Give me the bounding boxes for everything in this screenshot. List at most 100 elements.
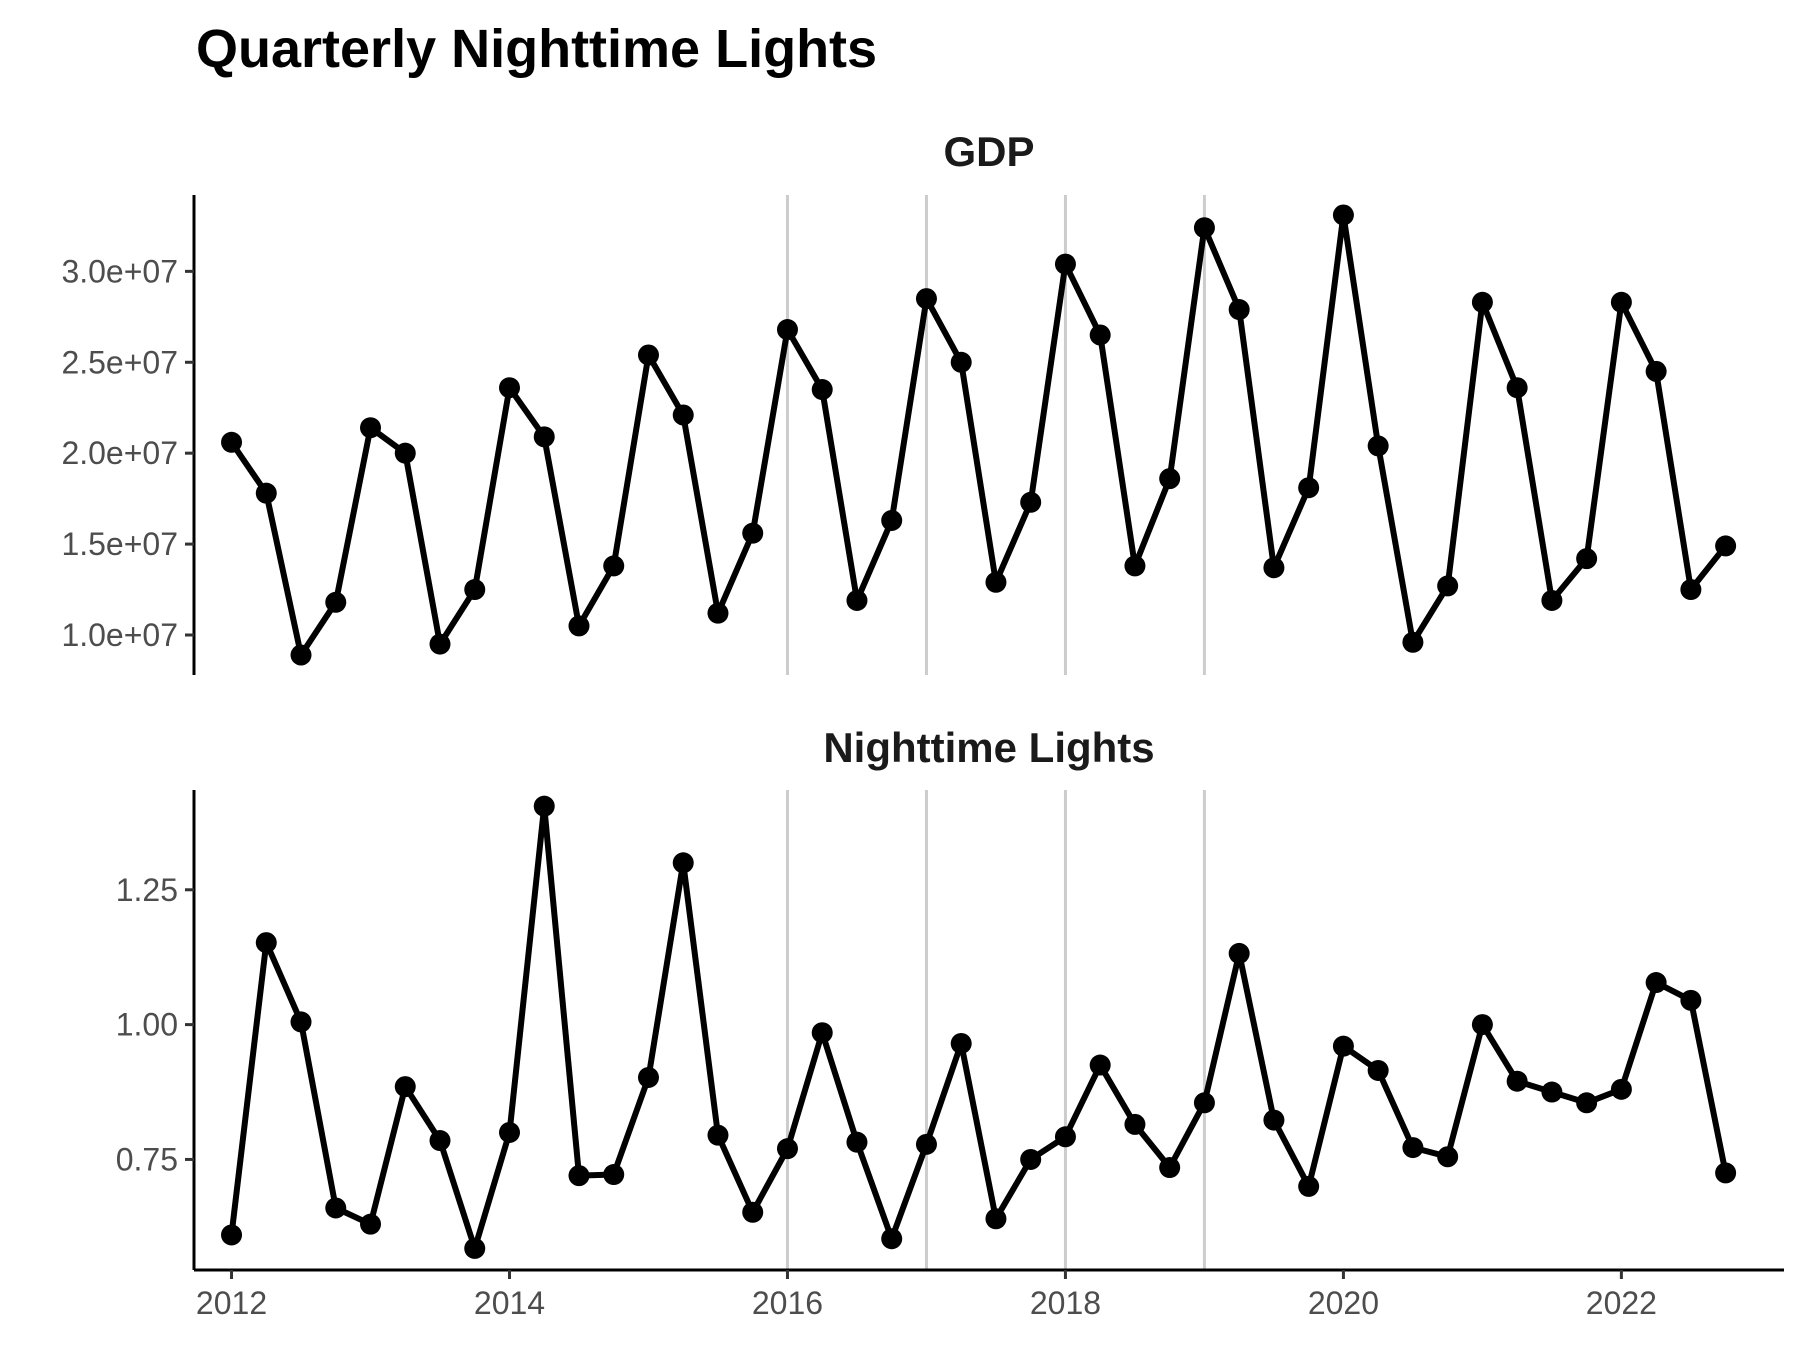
data-point-gdp (1610, 291, 1632, 313)
data-point-gdp (1680, 579, 1702, 601)
data-point-nighttime-lights (1402, 1137, 1424, 1159)
data-point-nighttime-lights (1506, 1070, 1528, 1092)
data-point-nighttime-lights (1645, 972, 1667, 994)
data-point-gdp (985, 571, 1007, 593)
data-point-gdp (360, 417, 382, 439)
data-point-nighttime-lights (881, 1228, 903, 1250)
data-point-nighttime-lights (1576, 1092, 1598, 1114)
facet-title-gdp: GDP (943, 128, 1034, 175)
y-tick-label-gdp: 3.0e+07 (61, 253, 178, 289)
data-point-nighttime-lights (325, 1197, 347, 1219)
data-point-nighttime-lights (915, 1133, 937, 1155)
data-point-nighttime-lights (1715, 1162, 1737, 1184)
data-point-nighttime-lights (1263, 1109, 1285, 1131)
x-tick-label: 2022 (1586, 1285, 1657, 1321)
data-point-gdp (603, 555, 625, 577)
data-point-gdp (1298, 477, 1320, 499)
data-point-gdp (1020, 491, 1042, 513)
data-point-nighttime-lights (464, 1237, 486, 1259)
data-point-nighttime-lights (603, 1164, 625, 1186)
data-point-nighttime-lights (950, 1032, 972, 1054)
data-point-nighttime-lights (742, 1201, 764, 1223)
data-point-gdp (1228, 299, 1250, 321)
data-point-gdp (498, 377, 520, 399)
data-point-nighttime-lights (568, 1165, 590, 1187)
data-point-nighttime-lights (1228, 942, 1250, 964)
data-point-gdp (429, 633, 451, 655)
data-point-nighttime-lights (1159, 1157, 1181, 1179)
y-tick-label-nighttime-lights: 1.25 (116, 872, 178, 908)
data-point-gdp (1576, 548, 1598, 570)
data-point-gdp (255, 482, 277, 504)
x-tick-label: 2012 (196, 1285, 267, 1321)
data-point-gdp (1089, 324, 1111, 346)
data-point-gdp (637, 344, 659, 366)
data-point-gdp (846, 589, 868, 611)
data-point-gdp (1124, 555, 1146, 577)
x-tick-label: 2016 (752, 1285, 823, 1321)
data-point-nighttime-lights (1471, 1014, 1493, 1036)
data-point-nighttime-lights (1332, 1035, 1354, 1057)
data-point-nighttime-lights (637, 1066, 659, 1088)
data-point-nighttime-lights (707, 1124, 729, 1146)
data-point-gdp (221, 431, 243, 453)
y-tick-label-gdp: 1.5e+07 (61, 526, 178, 562)
series-line-gdp (229, 212, 1728, 658)
data-point-gdp (1054, 253, 1076, 275)
data-point-nighttime-lights (1610, 1078, 1632, 1100)
data-point-gdp (776, 319, 798, 341)
data-point-nighttime-lights (776, 1138, 798, 1160)
data-point-gdp (672, 404, 694, 426)
data-point-gdp (1263, 557, 1285, 579)
data-point-nighttime-lights (290, 1011, 312, 1033)
data-point-gdp (533, 426, 555, 448)
data-point-gdp (1437, 575, 1459, 597)
data-point-nighttime-lights (255, 932, 277, 954)
x-tick-label: 2014 (474, 1285, 545, 1321)
chart-title: Quarterly Nighttime Lights (196, 19, 878, 79)
data-point-nighttime-lights (1437, 1146, 1459, 1168)
data-point-gdp (1159, 468, 1181, 490)
data-point-gdp (742, 522, 764, 544)
data-point-nighttime-lights (533, 795, 555, 817)
data-point-gdp (1402, 631, 1424, 653)
y-tick-label-gdp: 1.0e+07 (61, 617, 178, 653)
data-point-nighttime-lights (672, 852, 694, 874)
data-point-gdp (811, 379, 833, 401)
data-point-nighttime-lights (846, 1131, 868, 1153)
data-point-gdp (1471, 291, 1493, 313)
data-point-gdp (915, 288, 937, 310)
data-point-nighttime-lights (1298, 1175, 1320, 1197)
y-tick-label-gdp: 2.5e+07 (61, 344, 178, 380)
data-point-nighttime-lights (1089, 1054, 1111, 1076)
y-tick-label-nighttime-lights: 0.75 (116, 1141, 178, 1177)
data-point-nighttime-lights (394, 1076, 416, 1098)
data-point-gdp (568, 615, 590, 637)
x-tick-label: 2018 (1030, 1285, 1101, 1321)
data-point-gdp (950, 351, 972, 373)
facet-title-nighttime-lights: Nighttime Lights (823, 724, 1154, 771)
data-point-nighttime-lights (498, 1121, 520, 1143)
data-point-nighttime-lights (1020, 1148, 1042, 1170)
data-point-gdp (464, 579, 486, 601)
series-line-nighttime-lights (228, 803, 1729, 1252)
data-point-nighttime-lights (1193, 1092, 1215, 1114)
data-point-gdp (707, 602, 729, 624)
data-point-gdp (1332, 204, 1354, 226)
data-point-nighttime-lights (1367, 1059, 1389, 1081)
y-tick-label-nighttime-lights: 1.00 (116, 1007, 178, 1043)
data-point-gdp (1715, 535, 1737, 557)
data-point-gdp (1367, 435, 1389, 457)
data-point-gdp (394, 442, 416, 464)
data-point-nighttime-lights (985, 1208, 1007, 1230)
data-point-nighttime-lights (429, 1130, 451, 1152)
data-point-gdp (1645, 360, 1667, 382)
data-point-nighttime-lights (1124, 1113, 1146, 1135)
data-point-nighttime-lights (1680, 989, 1702, 1011)
data-point-gdp (1506, 377, 1528, 399)
data-point-nighttime-lights (1054, 1126, 1076, 1148)
data-point-nighttime-lights (360, 1213, 382, 1235)
data-point-nighttime-lights (221, 1224, 243, 1246)
data-point-gdp (881, 509, 903, 531)
